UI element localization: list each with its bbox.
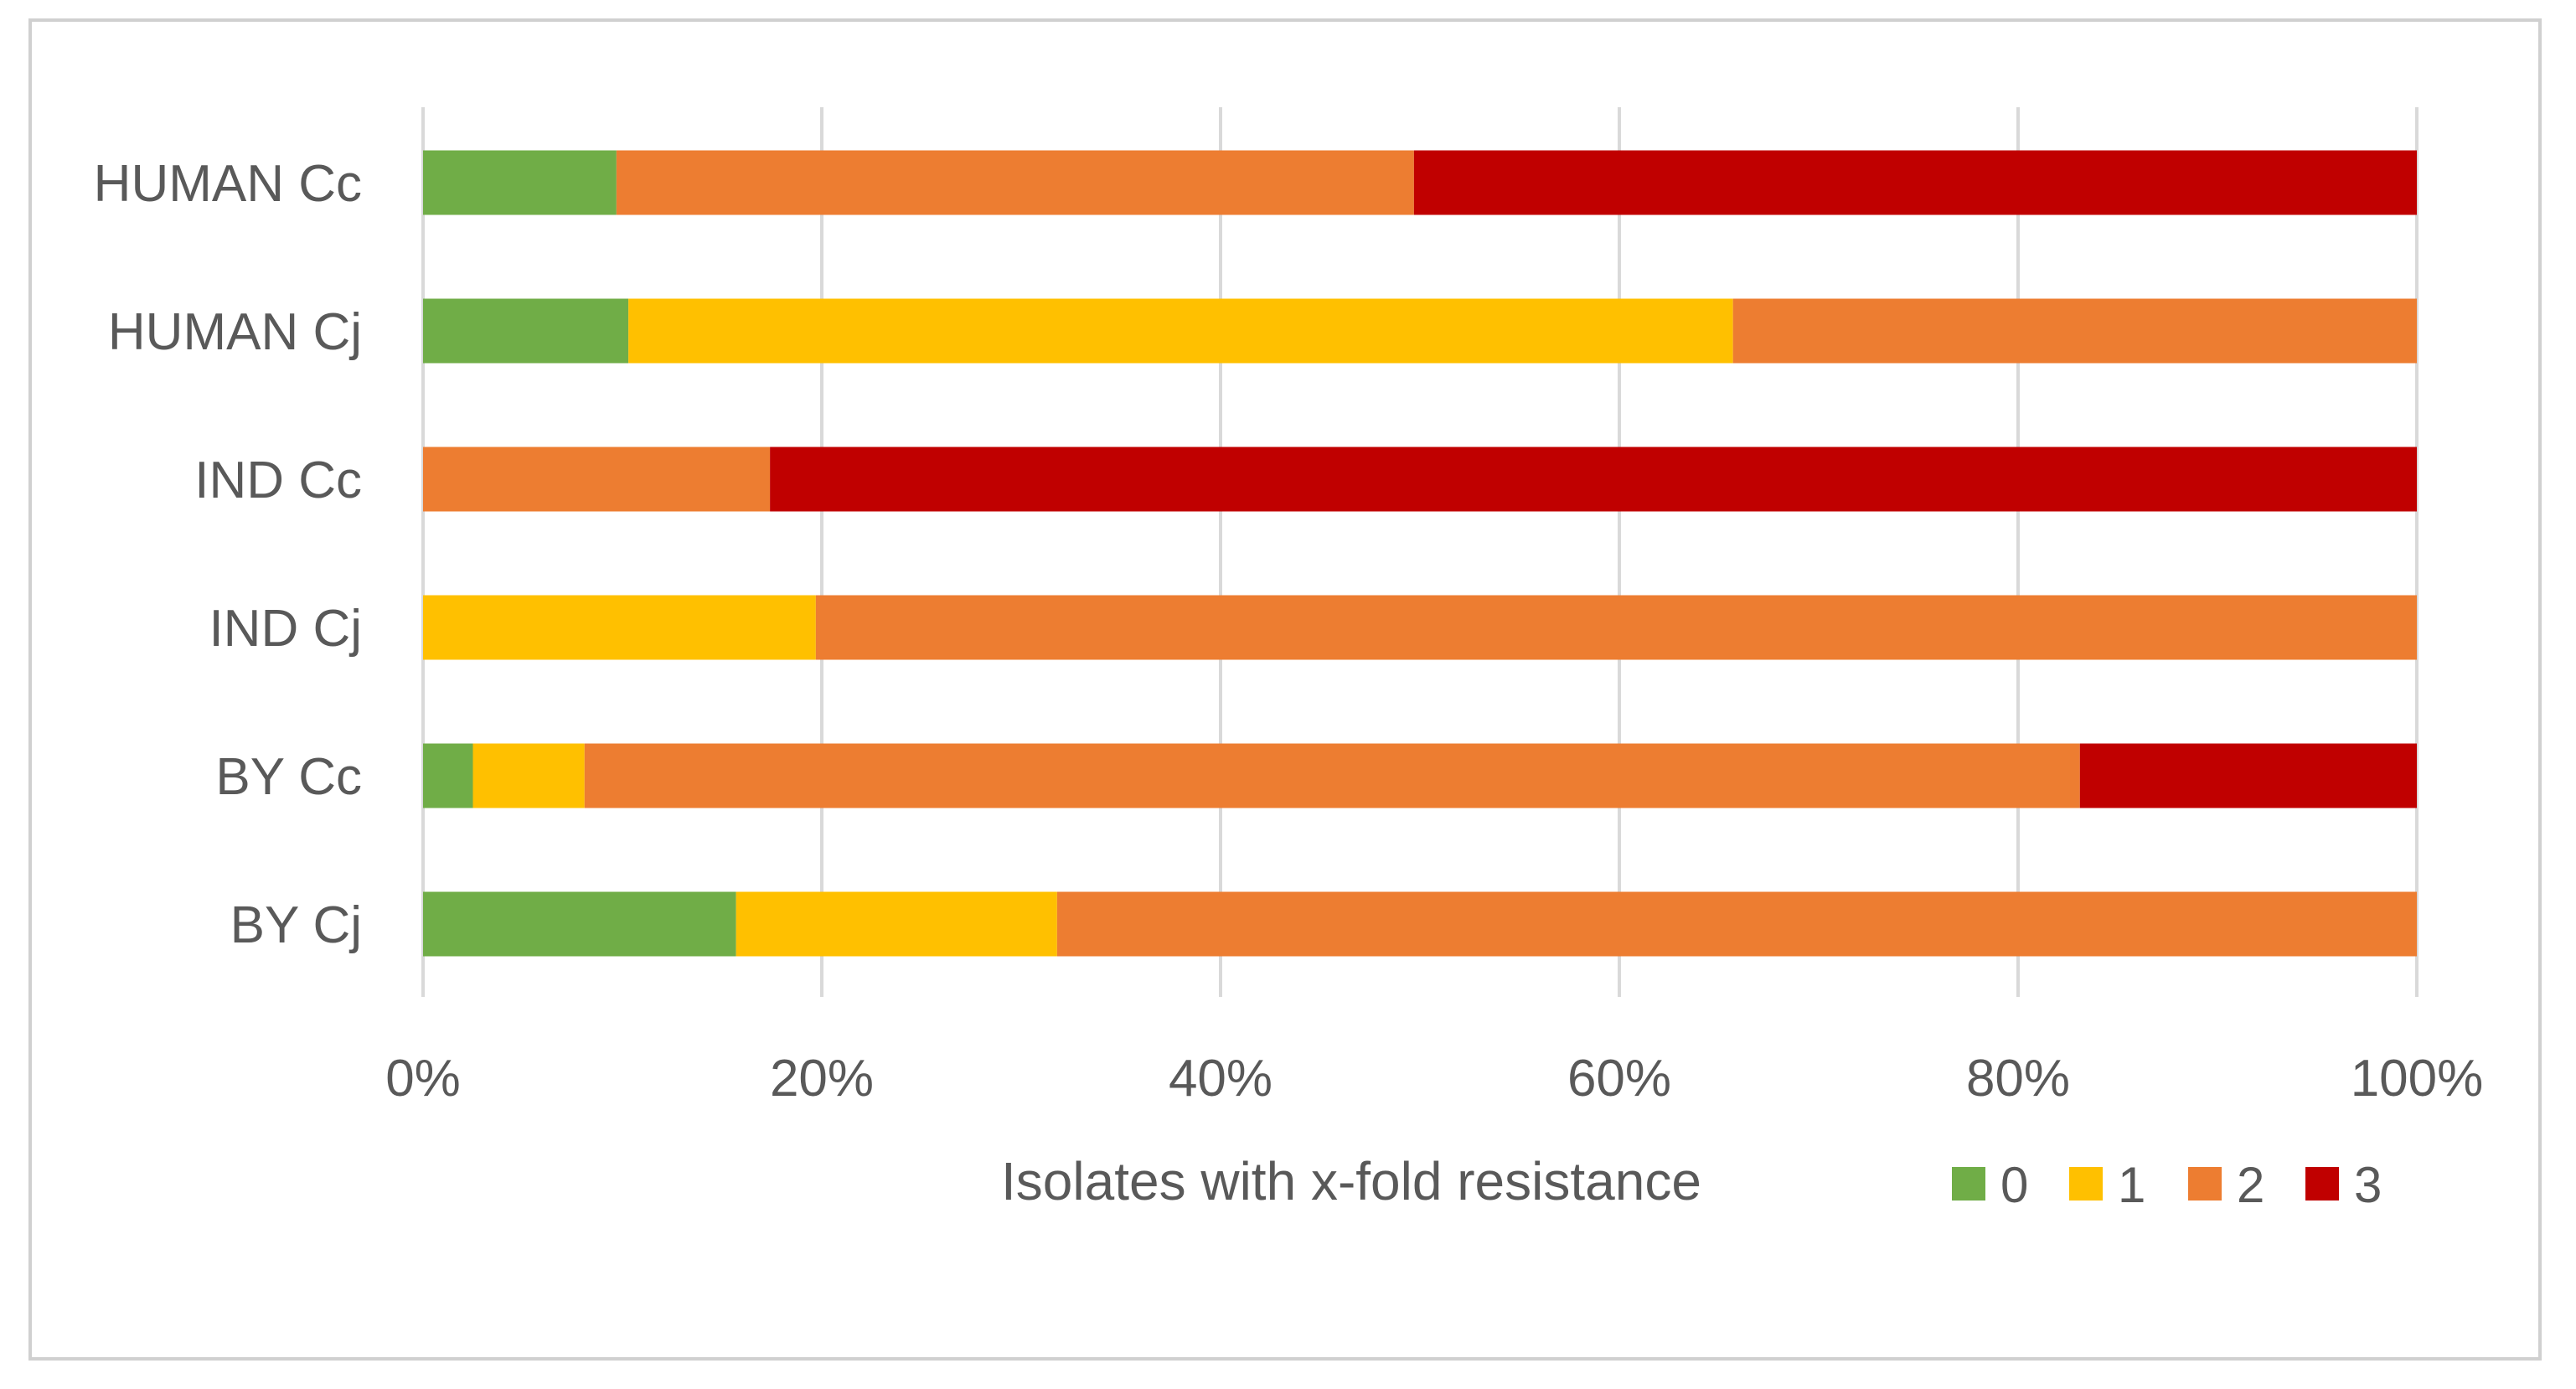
legend-swatch [2069,1167,2103,1201]
bar-segment [1056,891,2417,957]
category-label: HUMAN Cc [94,155,362,213]
bar-segment [584,743,2080,808]
legend: 0 1 2 3 [1952,1157,2382,1213]
x-tick-label: 0% [385,1050,461,1108]
legend-label: 2 [2237,1157,2264,1213]
legend-label: 3 [2354,1157,2382,1213]
legend-swatch [1952,1167,1985,1201]
x-tick-labels: 0% 20% 40% 60% 80% 100% [385,1050,2483,1108]
bar-segment [423,891,736,957]
category-labels: HUMAN Cc HUMAN Cj IND Cc IND Cj BY Cc BY Cj [94,155,362,954]
bar-segment [423,150,617,215]
bar-segment [423,298,629,364]
chart-frame [28,18,2542,1361]
bars [423,150,2417,957]
gridlines [421,107,2419,997]
bar-segment [628,298,1733,364]
x-tick-label: 100% [2351,1050,2484,1108]
x-tick-label: 40% [1169,1050,1273,1108]
bar-segment [423,743,473,808]
category-label: BY Cc [215,748,362,806]
bar-segment [423,447,771,512]
bar-segment [423,595,816,660]
legend-label: 1 [2118,1157,2145,1213]
x-axis-title: Isolates with x-fold resistance [1001,1151,1701,1211]
legend-label: 0 [2000,1157,2028,1213]
legend-swatch [2305,1167,2339,1201]
bar-segment [2079,743,2417,808]
category-label: IND Cj [209,600,362,658]
x-tick-label: 60% [1567,1050,1671,1108]
category-label: HUMAN Cj [108,303,362,361]
legend-swatch [2188,1167,2222,1201]
bar-segment [472,743,585,808]
category-label: IND Cc [194,452,362,509]
bar-segment [736,891,1057,957]
category-label: BY Cj [230,896,362,954]
x-tick-label: 20% [770,1050,874,1108]
bar-segment [1413,150,2417,215]
bar-segment [815,595,2417,660]
bar-segment [770,447,2417,512]
x-tick-label: 80% [1966,1050,2070,1108]
bar-segment [1732,298,2417,364]
bar-segment [616,150,1414,215]
